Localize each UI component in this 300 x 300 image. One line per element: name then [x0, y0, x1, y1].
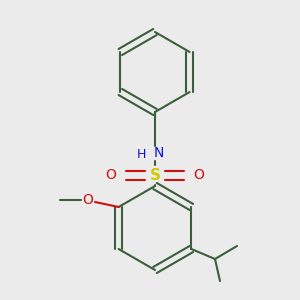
- Text: S: S: [149, 167, 161, 182]
- Text: H: H: [136, 148, 146, 160]
- Text: N: N: [154, 146, 164, 160]
- Text: O: O: [194, 168, 204, 182]
- Text: O: O: [82, 193, 93, 207]
- Text: O: O: [106, 168, 116, 182]
